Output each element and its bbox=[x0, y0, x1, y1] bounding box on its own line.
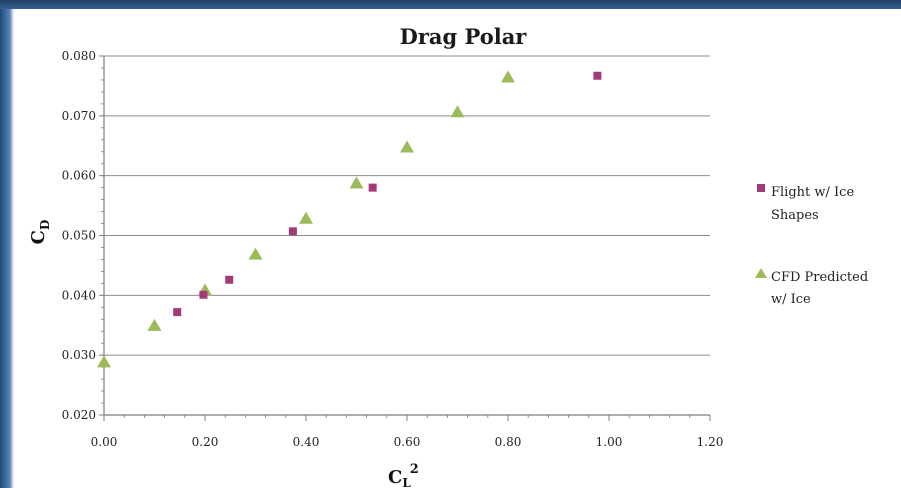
legend-item-cfd: CFD Predicted w/ Ice bbox=[755, 268, 868, 307]
y-tick-label: 0.070 bbox=[62, 109, 96, 123]
top-band bbox=[0, 0, 901, 9]
x-tick-label: 0.60 bbox=[394, 435, 421, 449]
legend-marker-triangle bbox=[755, 268, 767, 278]
x-axis-label-sub: L bbox=[402, 476, 411, 488]
y-tick-label: 0.060 bbox=[62, 169, 96, 183]
cfd-point bbox=[349, 176, 364, 189]
x-tick-label: 0.40 bbox=[293, 435, 320, 449]
chart-title: Drag Polar bbox=[400, 24, 528, 49]
x-tick-label: 1.00 bbox=[596, 435, 623, 449]
svg-text:CD: CD bbox=[28, 220, 52, 245]
svg-text:CL2: CL2 bbox=[388, 462, 419, 488]
y-tick-labels: 0.020 0.030 0.040 0.050 0.060 0.070 0.080 bbox=[62, 49, 96, 422]
y-tick-label: 0.020 bbox=[62, 408, 96, 422]
y-tick-label: 0.080 bbox=[62, 49, 96, 63]
data-points bbox=[97, 70, 602, 368]
flight-point bbox=[225, 275, 234, 284]
cfd-point bbox=[97, 355, 111, 368]
legend-item-flight: Flight w/ Ice Shapes bbox=[757, 184, 854, 223]
x-axis-label-main: C bbox=[388, 467, 402, 488]
flight-point bbox=[368, 183, 377, 192]
flight-point bbox=[199, 290, 208, 299]
legend-label-flight-line2: Shapes bbox=[771, 208, 819, 223]
y-tick-label: 0.030 bbox=[62, 348, 96, 362]
left-strip bbox=[0, 9, 14, 488]
cfd-point bbox=[299, 211, 313, 224]
x-tick-label: 0.00 bbox=[91, 435, 118, 449]
y-axis-label-sub: D bbox=[38, 220, 52, 230]
x-tick-label: 0.20 bbox=[192, 435, 219, 449]
y-axis-label-main: C bbox=[28, 230, 49, 244]
flight-point bbox=[173, 308, 182, 317]
x-axis-label: CL2 bbox=[388, 462, 419, 488]
flight-point bbox=[593, 71, 602, 80]
cfd-point bbox=[400, 140, 414, 153]
cfd-point bbox=[147, 318, 162, 331]
legend-label-cfd-line2: w/ Ice bbox=[771, 292, 811, 307]
x-axis-label-sup: 2 bbox=[410, 462, 419, 477]
y-tick-label: 0.050 bbox=[62, 229, 96, 243]
y-tick-label: 0.040 bbox=[62, 288, 96, 302]
legend-marker-square bbox=[757, 184, 765, 192]
legend-label-cfd-line1: CFD Predicted bbox=[771, 270, 868, 285]
cfd-point bbox=[248, 247, 263, 260]
y-axis-label: CD bbox=[28, 220, 52, 245]
x-tick-labels: 0.00 0.20 0.40 0.60 0.80 1.00 1.20 bbox=[91, 435, 724, 449]
grid-layer bbox=[104, 55, 710, 416]
cfd-point bbox=[501, 70, 515, 83]
flight-point bbox=[288, 227, 297, 236]
legend: Flight w/ Ice Shapes CFD Predicted w/ Ic… bbox=[755, 184, 868, 307]
cfd-point bbox=[450, 105, 465, 118]
legend-label-flight-line1: Flight w/ Ice bbox=[771, 185, 854, 200]
x-tick-label: 1.20 bbox=[697, 435, 724, 449]
x-tick-label: 0.80 bbox=[495, 435, 522, 449]
axis-layer bbox=[99, 55, 711, 421]
